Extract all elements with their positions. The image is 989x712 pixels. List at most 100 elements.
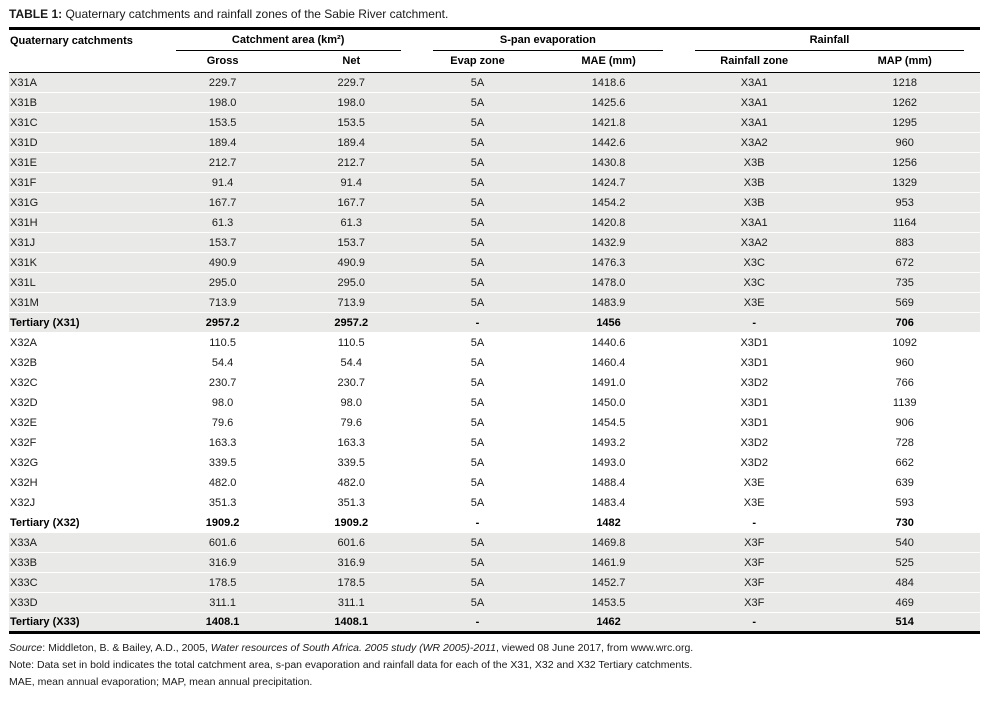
- rainfall-zone-cell: -: [678, 612, 830, 633]
- col-group-rainfall-label: Rainfall: [809, 34, 850, 46]
- mae-cell: 1418.6: [538, 72, 679, 93]
- mae-cell: 1469.8: [538, 532, 679, 553]
- net-cell: 61.3: [285, 212, 417, 233]
- map-cell: 1139: [829, 392, 980, 413]
- evap-zone-cell: 5A: [416, 292, 539, 313]
- gross-cell: 167.7: [159, 192, 286, 213]
- mae-cell: 1421.8: [538, 112, 679, 133]
- col-header-evap-zone: Evap zone: [416, 51, 539, 73]
- mae-cell: 1478.0: [538, 272, 679, 293]
- map-cell: 766: [829, 372, 980, 393]
- rainfall-zone-cell: X3A1: [678, 112, 830, 133]
- catchment-id-cell: X32H: [9, 472, 160, 493]
- evap-zone-cell: 5A: [416, 572, 539, 593]
- note-line: Note: Data set in bold indicates the tot…: [9, 659, 693, 671]
- evap-zone-cell: 5A: [416, 92, 539, 113]
- net-cell: 167.7: [285, 192, 417, 213]
- net-cell: 110.5: [285, 332, 417, 353]
- net-cell: 601.6: [285, 532, 417, 553]
- gross-cell: 178.5: [159, 572, 286, 593]
- gross-cell: 490.9: [159, 252, 286, 273]
- mae-cell: 1440.6: [538, 332, 679, 353]
- mae-cell: 1493.2: [538, 432, 679, 453]
- rainfall-zone-cell: -: [678, 312, 830, 333]
- map-cell: 525: [829, 552, 980, 573]
- table-row: Tertiary (X31) 2957.2 2957.2-1456-706: [9, 312, 980, 333]
- mae-cell: 1454.2: [538, 192, 679, 213]
- gross-cell: 339.5: [159, 452, 286, 473]
- map-cell: 706: [829, 312, 980, 333]
- map-cell: 883: [829, 232, 980, 253]
- table-row: X32H 482.0 482.0 5A 1488.4 X3E 639: [9, 472, 980, 493]
- gross-cell: 230.7: [159, 372, 286, 393]
- mae-cell: 1430.8: [538, 152, 679, 173]
- gross-cell: 601.6: [159, 532, 286, 553]
- catchment-id-cell: X31F: [9, 172, 160, 193]
- evap-zone-cell: -: [416, 512, 539, 533]
- catchment-id-cell: X31A: [9, 72, 160, 93]
- net-cell: 98.0: [285, 392, 417, 413]
- catchments-table: Quaternary catchments Catchment area (km…: [9, 27, 980, 634]
- table-title-label: TABLE 1:: [9, 7, 63, 21]
- map-cell: 469: [829, 592, 980, 613]
- evap-zone-cell: 5A: [416, 112, 539, 133]
- rainfall-zone-cell: X3D1: [678, 392, 830, 413]
- map-cell: 953: [829, 192, 980, 213]
- catchment-id-cell: X32F: [9, 432, 160, 453]
- evap-zone-cell: 5A: [416, 72, 539, 93]
- gross-cell: 1408.1: [159, 612, 286, 633]
- catchment-id-cell: X31L: [9, 272, 160, 293]
- evap-zone-cell: 5A: [416, 412, 539, 433]
- abbreviations-line: MAE, mean annual evaporation; MAP, mean …: [9, 676, 313, 688]
- catchment-id-cell: X32E: [9, 412, 160, 433]
- table-row: X31A 229.7 229.7 5A 1418.6 X3A1 1218: [9, 72, 980, 93]
- rainfall-zone-cell: X3D2: [678, 452, 830, 473]
- table-body: X31A 229.7 229.7 5A 1418.6 X3A1 1218 X31B 198.0 1…: [9, 72, 980, 633]
- rainfall-zone-cell: X3E: [678, 292, 830, 313]
- col-group-catchment-area: Catchment area (km²): [160, 29, 417, 51]
- sub-header-row: Gross Net Evap zone MAE (mm) Rainfall zo…: [9, 51, 980, 73]
- mae-cell: 1493.0: [538, 452, 679, 473]
- table-row: X32D 98.0 98.0 5A 1450.0 X3D1 1139: [9, 392, 980, 413]
- gross-cell: 98.0: [159, 392, 286, 413]
- rainfall-zone-cell: X3B: [678, 152, 830, 173]
- rainfall-zone-cell: X3E: [678, 492, 830, 513]
- evap-zone-cell: 5A: [416, 432, 539, 453]
- table-row: X32G 339.5 339.5 5A 1493.0 X3D2 662: [9, 452, 980, 473]
- table-row: X33D 311.1 311.1 5A 1453.5 X3F 469: [9, 592, 980, 613]
- gross-cell: 110.5: [159, 332, 286, 353]
- map-cell: 672: [829, 252, 980, 273]
- mae-cell: 1432.9: [538, 232, 679, 253]
- table-row: X31F 91.4 91.4 5A 1424.7 X3B 1329: [9, 172, 980, 193]
- map-cell: 593: [829, 492, 980, 513]
- table-title: TABLE 1: Quaternary catchments and rainf…: [9, 7, 980, 27]
- source-line-seg-2: Water resources of South Africa. 2005 st…: [210, 642, 496, 654]
- catchment-id-cell: X33B: [9, 552, 160, 573]
- net-cell: 1909.2: [285, 512, 417, 533]
- col-group-rainfall: Rainfall: [679, 29, 980, 51]
- map-cell: 1329: [829, 172, 980, 193]
- gross-cell: 2957.2: [159, 312, 286, 333]
- gross-cell: 79.6: [159, 412, 286, 433]
- net-cell: 229.7: [285, 72, 417, 93]
- evap-zone-cell: -: [416, 312, 539, 333]
- evap-zone-cell: 5A: [416, 492, 539, 513]
- rainfall-zone-cell: X3A2: [678, 132, 830, 153]
- table-header: Quaternary catchments Catchment area (km…: [9, 28, 980, 73]
- gross-cell: 54.4: [159, 352, 286, 373]
- rainfall-zone-cell: X3D2: [678, 372, 830, 393]
- mae-cell: 1452.7: [538, 572, 679, 593]
- table-row: X31D 189.4 189.4 5A 1442.6 X3A2 960: [9, 132, 980, 153]
- rainfall-zone-cell: X3F: [678, 592, 830, 613]
- net-cell: 295.0: [285, 272, 417, 293]
- catchment-id-cell: X31M: [9, 292, 160, 313]
- rainfall-zone-cell: -: [678, 512, 830, 533]
- map-cell: 1092: [829, 332, 980, 353]
- group-header-row: Quaternary catchments Catchment area (km…: [9, 28, 980, 73]
- evap-zone-cell: -: [416, 612, 539, 633]
- evap-zone-cell: 5A: [416, 472, 539, 493]
- map-cell: 569: [829, 292, 980, 313]
- gross-cell: 1909.2: [159, 512, 286, 533]
- mae-cell: 1476.3: [538, 252, 679, 273]
- catchment-id-cell: X33D: [9, 592, 160, 613]
